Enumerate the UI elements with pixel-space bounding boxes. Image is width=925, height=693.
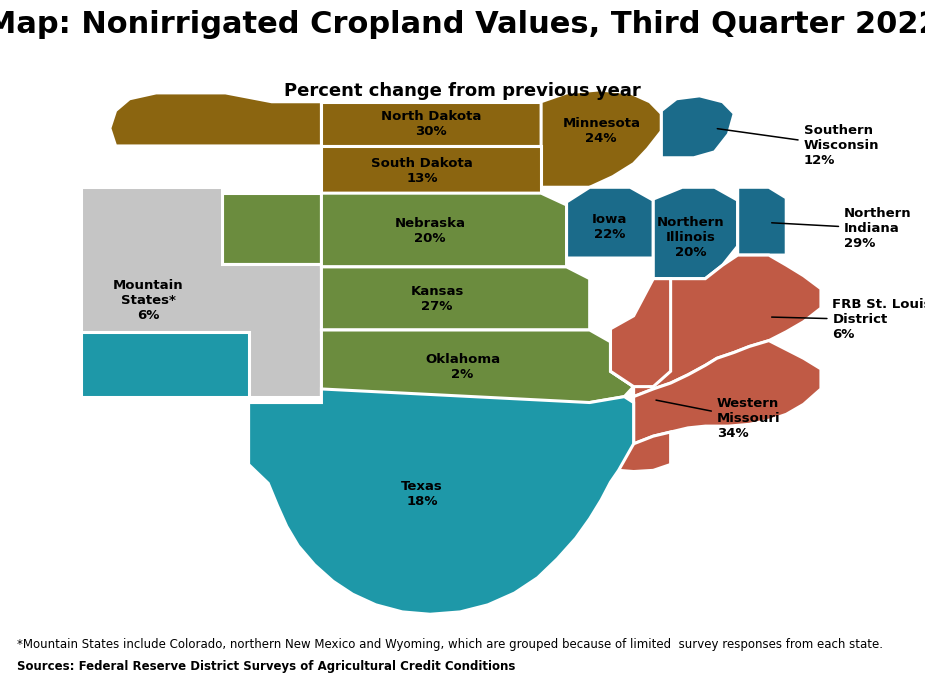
Text: *Mountain States include Colorado, northern New Mexico and Wyoming, which are gr: *Mountain States include Colorado, north… [17, 638, 882, 651]
Polygon shape [322, 267, 590, 330]
Text: Western
Missouri
34%: Western Missouri 34% [656, 397, 781, 440]
Text: North Dakota
30%: North Dakota 30% [381, 110, 482, 138]
Polygon shape [249, 332, 368, 396]
Text: Sources: Federal Reserve District Surveys of Agricultural Credit Conditions: Sources: Federal Reserve District Survey… [17, 660, 515, 673]
Text: Kansas
27%: Kansas 27% [411, 286, 463, 313]
Text: Southern
Wisconsin
12%: Southern Wisconsin 12% [717, 125, 879, 168]
Text: Northern
Illinois
20%: Northern Illinois 20% [657, 216, 724, 259]
Polygon shape [653, 187, 738, 279]
Polygon shape [634, 340, 821, 444]
Text: Iowa
22%: Iowa 22% [592, 213, 627, 241]
Text: Percent change from previous year: Percent change from previous year [284, 82, 641, 100]
Polygon shape [610, 255, 821, 396]
Text: Nebraska
20%: Nebraska 20% [395, 218, 465, 245]
Polygon shape [566, 187, 653, 258]
Polygon shape [738, 187, 786, 255]
Polygon shape [222, 264, 347, 332]
Polygon shape [81, 332, 249, 396]
Polygon shape [610, 432, 671, 471]
Text: FRB St. Louis
District
6%: FRB St. Louis District 6% [771, 299, 925, 342]
Polygon shape [541, 90, 661, 187]
Polygon shape [249, 389, 634, 614]
Polygon shape [610, 279, 671, 387]
Polygon shape [81, 187, 347, 396]
Text: Map: Nonirrigated Cropland Values, Third Quarter 2022: Map: Nonirrigated Cropland Values, Third… [0, 10, 925, 40]
Text: Minnesota
24%: Minnesota 24% [562, 117, 640, 146]
Polygon shape [222, 193, 322, 264]
Text: Texas
18%: Texas 18% [401, 480, 443, 508]
Polygon shape [322, 193, 566, 267]
Polygon shape [322, 330, 634, 403]
Text: South Dakota
13%: South Dakota 13% [371, 157, 473, 185]
Polygon shape [110, 93, 322, 146]
Text: Northern
Indiana
29%: Northern Indiana 29% [771, 207, 912, 250]
Text: Mountain
States*
6%: Mountain States* 6% [113, 279, 183, 322]
Text: Oklahoma
2%: Oklahoma 2% [425, 353, 500, 380]
Polygon shape [322, 146, 541, 193]
Polygon shape [322, 102, 541, 146]
Polygon shape [661, 96, 734, 158]
